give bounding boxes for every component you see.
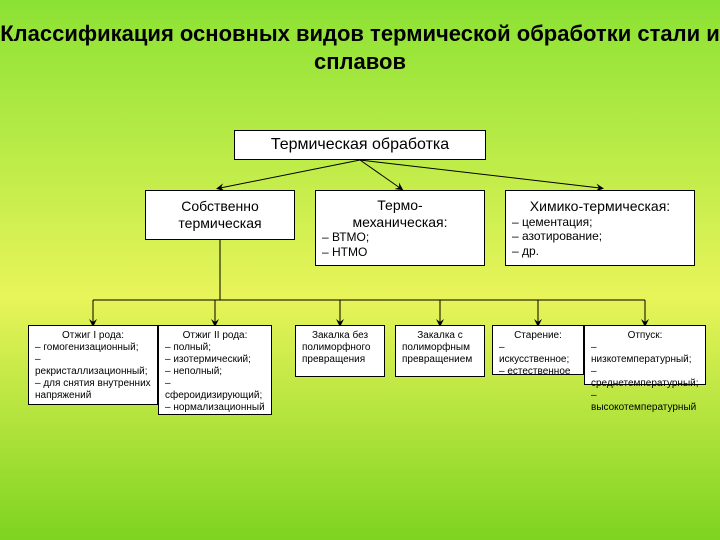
node-item: – полный;: [165, 342, 265, 354]
node-item: превращением: [402, 354, 478, 366]
node-quench-poly: Закалка сполиморфнымпревращением: [395, 325, 485, 377]
diagram-canvas: Классификация основных видов термической…: [0, 0, 720, 540]
node-anneal-1: Отжиг I рода:– гомогенизационный;– рекри…: [28, 325, 158, 405]
node-sub-line: – ВТМО;: [322, 230, 478, 244]
node-item: – изотермический;: [165, 354, 265, 366]
node-thermo-mech: Термо-механическая:– ВТМО;– НТМО: [315, 190, 485, 266]
node-item: – естественное: [499, 366, 577, 378]
root-label: Термическая обработка: [271, 135, 449, 154]
node-sub-line: – др.: [512, 244, 688, 258]
node-own-thermal: Собственнотермическая: [145, 190, 295, 240]
node-item: – среднетемпературный;: [591, 366, 699, 390]
node-item: полиморфного: [302, 342, 378, 354]
node-title-line: Химико-термическая:: [512, 198, 688, 215]
connectors-svg: [0, 0, 720, 540]
node-tempering: Отпуск:– низкотемпературный;– среднетемп…: [584, 325, 706, 385]
node-line: Собственно: [181, 198, 259, 215]
node-chem-thermal: Химико-термическая:– цементация;– азотир…: [505, 190, 695, 266]
node-line: термическая: [178, 215, 261, 232]
node-title: Отжиг II рода:: [165, 330, 265, 342]
node-item: – сфероидизирующий;: [165, 378, 265, 402]
node-sub-line: – азотирование;: [512, 229, 688, 243]
node-title: Закалка без: [302, 330, 378, 342]
node-item: – низкотемпературный;: [591, 342, 699, 366]
node-item: – для снятия внутренних: [35, 378, 151, 390]
node-title: Закалка с: [402, 330, 478, 342]
node-title: Отпуск:: [591, 330, 699, 342]
node-item: полиморфным: [402, 342, 478, 354]
node-title: Старение:: [499, 330, 577, 342]
node-title-line: механическая:: [322, 214, 478, 231]
page-title: Классификация основных видов термической…: [0, 20, 720, 75]
node-item: – неполный;: [165, 366, 265, 378]
node-item: – высокотемпературный: [591, 390, 699, 414]
node-quench-nopoly: Закалка безполиморфногопревращения: [295, 325, 385, 377]
node-item: напряжений: [35, 390, 151, 402]
node-item: – гомогенизационный;: [35, 342, 151, 354]
node-title: Отжиг I рода:: [35, 330, 151, 342]
node-item: – искусственное;: [499, 342, 577, 366]
node-item: – рекристаллизационный;: [35, 354, 151, 378]
node-title-line: Термо-: [322, 197, 478, 214]
root-node: Термическая обработка: [234, 130, 486, 160]
node-item: превращения: [302, 354, 378, 366]
node-sub-line: – цементация;: [512, 215, 688, 229]
node-item: – нормализационный: [165, 402, 265, 414]
node-aging: Старение:– искусственное;– естественное: [492, 325, 584, 375]
node-sub-line: – НТМО: [322, 245, 478, 259]
node-anneal-2: Отжиг II рода:– полный;– изотермический;…: [158, 325, 272, 415]
